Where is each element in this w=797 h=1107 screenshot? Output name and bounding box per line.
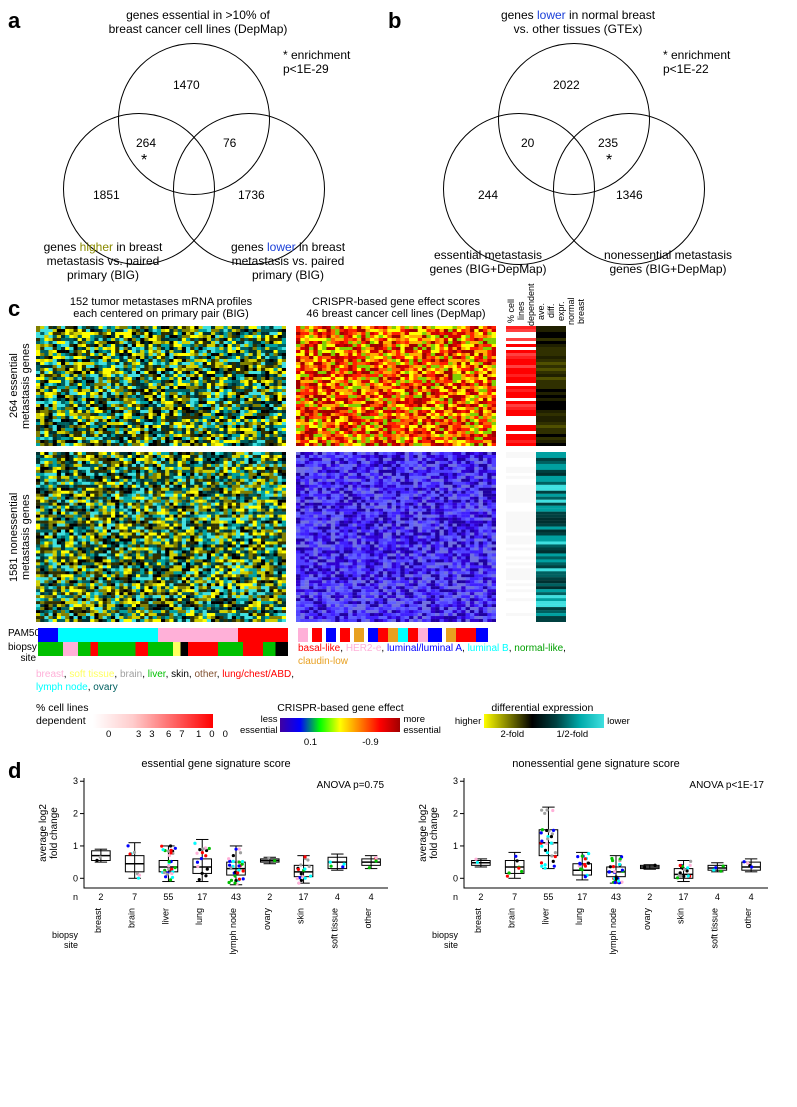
panel-a-top-title: genes essential in >10% of breast cancer…: [93, 8, 303, 36]
legend-diff: differential expression higher lower 2-f…: [455, 702, 630, 740]
venn-b-top-count: 2022: [553, 78, 580, 92]
panel-a: a genes essential in >10% of breast canc…: [8, 8, 388, 288]
panels-ab-row: a genes essential in >10% of breast canc…: [8, 8, 789, 288]
venn-a-tr-count: 76: [223, 136, 236, 150]
heatmap-mrna-essential: [36, 326, 286, 446]
d-left-boxplot: 0123average log2fold changeANOVA p=0.752…: [36, 770, 396, 960]
c-header-pct: % cell lines dependent: [506, 296, 536, 326]
d-left-title: essential gene signature score: [36, 758, 396, 770]
c-heatmap-rows: 264 essential metastasis genes1581 nones…: [8, 326, 789, 622]
panel-a-label: a: [8, 8, 20, 34]
pam50-track-left: [38, 628, 288, 642]
venn-b-right-count: 1346: [616, 188, 643, 202]
panel-d-right: nonessential gene signature score 0123av…: [416, 758, 776, 960]
panel-b-enrichment: * enrichment p<1E-22: [663, 48, 730, 76]
legend-crispr: CRISPR-based gene effect less essential …: [240, 702, 441, 748]
c-legends: % cell lines dependent 03367100 CRISPR-b…: [8, 702, 789, 748]
heatmap-mrna-nonessential: [36, 452, 286, 622]
c-header-diff: ave. diff. expr. normal breast: [536, 296, 566, 326]
venn-a-top-count: 1470: [173, 78, 200, 92]
pam50-track-row: PAM50: [8, 628, 789, 642]
venn-a-star: *: [141, 152, 147, 170]
diff-strip-essential: [536, 326, 566, 446]
pam50-legend: basal-like, HER2-e, luminal/luminal A, l…: [298, 642, 568, 668]
c-header-left: 152 tumor metastases mRNA profiles each …: [36, 296, 286, 326]
biopsy-legend: breast, soft tissue, brain, liver, skin,…: [36, 668, 296, 694]
venn-a-left-label: genes higher in breast metastasis vs. pa…: [18, 240, 188, 282]
venn-a-right-count: 1736: [238, 188, 265, 202]
biopsy-track-left: [38, 642, 288, 656]
panel-a-enrichment: * enrichment p<1E-29: [283, 48, 350, 76]
heatmap-crispr-nonessential: [296, 452, 496, 622]
biopsy-legend-row: breast, soft tissue, brain, liver, skin,…: [8, 668, 789, 694]
panel-c: c 152 tumor metastases mRNA profiles eac…: [8, 296, 789, 748]
venn-b-star: *: [606, 152, 612, 170]
biopsy-track-row: biopsy site basal-like, HER2-e, luminal/…: [8, 642, 789, 668]
panel-d-left: essential gene signature score 0123avera…: [36, 758, 396, 960]
venn-b-tl-count: 20: [521, 136, 534, 150]
venn-b-right-label: nonessential metastasis genes (BIG+DepMa…: [578, 248, 758, 276]
pct-strip-essential: [506, 326, 536, 446]
venn-b-tr-count: 235: [598, 136, 618, 150]
venn-b-left-count: 244: [478, 188, 498, 202]
pam50-label: PAM50: [8, 628, 38, 642]
d-right-boxplot: 0123average log2fold changeANOVA p<1E-17…: [416, 770, 776, 960]
venn-b-left-label: essential metastasis genes (BIG+DepMap): [408, 248, 568, 276]
panel-d-label: d: [8, 758, 36, 960]
heatmap-crispr-essential: [296, 326, 496, 446]
legend-pct: % cell lines dependent 03367100: [36, 702, 226, 740]
d-right-title: nonessential gene signature score: [416, 758, 776, 770]
c-header-right: CRISPR-based gene effect scores 46 breas…: [296, 296, 496, 326]
venn-a-tl-count: 264: [136, 136, 156, 150]
panel-b: b genes lower in normal breast vs. other…: [388, 8, 768, 288]
panel-d: d essential gene signature score 0123ave…: [8, 758, 789, 960]
biopsy-label: biopsy site: [8, 642, 38, 668]
venn-a-right-label: genes lower in breast metastasis vs. pai…: [203, 240, 373, 282]
panel-b-top-title: genes lower in normal breast vs. other t…: [473, 8, 683, 36]
pct-strip-nonessential: [506, 452, 536, 622]
diff-strip-nonessential: [536, 452, 566, 622]
venn-a-left-count: 1851: [93, 188, 120, 202]
panel-c-label: c: [8, 296, 36, 326]
pam50-track-right: [298, 628, 498, 642]
panel-b-label: b: [388, 8, 401, 34]
